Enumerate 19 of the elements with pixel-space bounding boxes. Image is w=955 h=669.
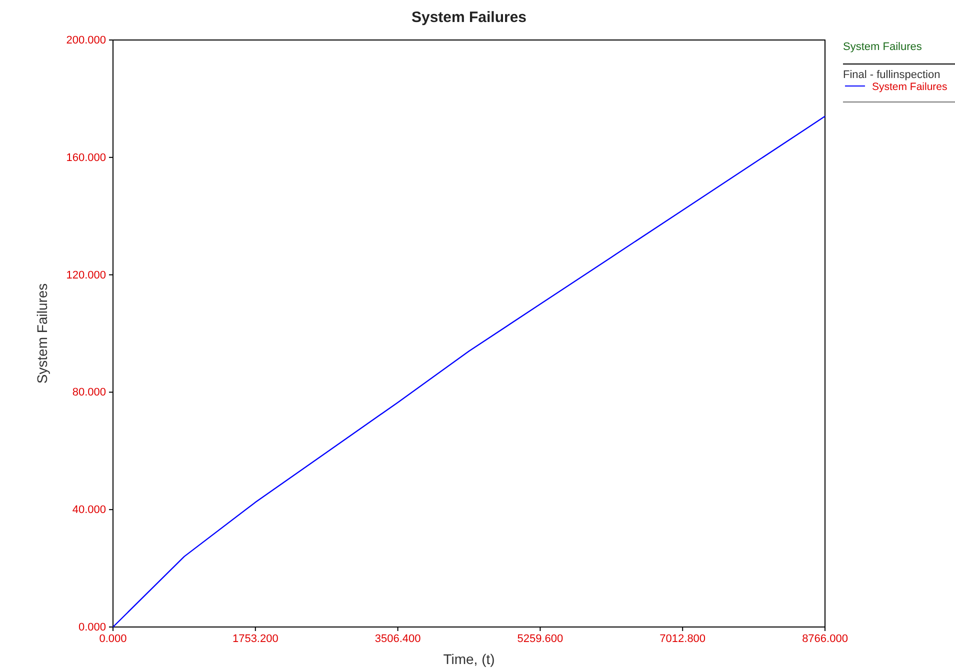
x-tick-label: 1753.200 <box>232 632 278 645</box>
x-axis-title: Time, (t) <box>443 651 495 667</box>
y-axis-title: System Failures <box>34 283 50 384</box>
x-tick-label: 8766.000 <box>802 632 848 645</box>
x-tick-label: 5259.600 <box>517 632 564 645</box>
y-tick-label: 200.000 <box>66 34 106 47</box>
x-tick-label: 0.000 <box>99 632 127 645</box>
y-tick-label: 160.000 <box>66 152 106 164</box>
text: Final - fullinspection <box>843 69 940 81</box>
legend-title: System Failures <box>843 41 922 53</box>
x-tick-label: 3506.400 <box>374 632 421 645</box>
y-tick-label: 40.000 <box>72 504 106 516</box>
line-series <box>112 116 826 628</box>
y-tick-label: 80.000 <box>72 386 106 399</box>
chart-title: System Failures <box>411 9 527 26</box>
x-tick-label: 7012.800 <box>660 632 706 645</box>
y-tick-label: 0.000 <box>78 622 106 634</box>
y-tick-label: 120.000 <box>66 269 106 282</box>
legend-label: System Failures <box>872 81 948 93</box>
